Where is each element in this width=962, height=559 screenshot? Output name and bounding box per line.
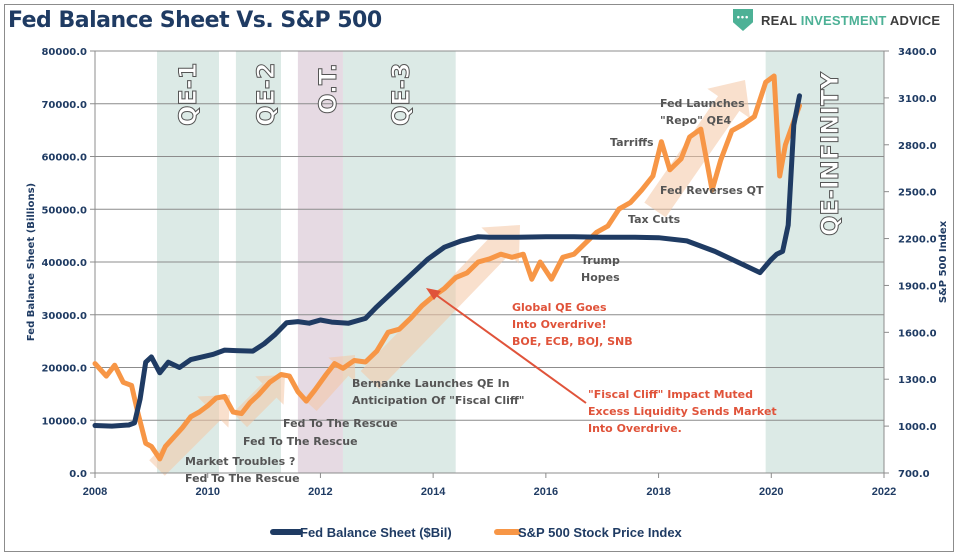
legend-label-fed: Fed Balance Sheet ($Bil) [300,525,452,540]
y2-tick-label: 1900.0 [898,281,937,292]
brand-logo: ••• REAL INVESTMENT ADVICE [733,9,940,31]
region-label-qe2: QE-2 [252,63,280,126]
trend-arrow-qe2 [232,375,285,428]
chart-frame [4,4,954,552]
pointer-arrow-line [431,291,587,404]
y-tick-label: 0.0 [69,469,87,480]
annotation-10: Fed Launches "Repo" QE4 [660,97,745,127]
legend-label-spx: S&P 500 Stock Price Index [518,525,683,540]
legend: Fed Balance Sheet ($Bil) S&P 500 Stock P… [270,525,683,540]
brand-name-part2: ADVICE [886,12,941,28]
y-axis-title: Fed Balance Sheet (Billions) [26,183,37,341]
y-tick-label: 20000.0 [41,364,87,375]
region-label-qe-infinity: QE-INFINITY [816,72,844,236]
y-tick-label: 60000.0 [41,153,87,164]
annotation-line: Tax Cuts [628,213,681,226]
annotation-3: Bernanke Launches QE In Anticipation Of "… [352,377,525,407]
y2-tick-label: 1600.0 [898,328,937,339]
x-tick-label: 2014 [421,486,446,498]
region-label-ot: O.T. [314,63,342,114]
series-line-fed [92,93,802,429]
annotation-line: Market Troubles ? [185,455,295,468]
page-title: Fed Balance Sheet Vs. S&P 500 [8,8,382,33]
annotation-line: Excess Liquidity Sends Market [588,405,777,418]
annotation-line: Tarriffs [610,136,654,149]
annotation-line: "Fiscal Cliff" Impact Muted [588,388,753,401]
annotation-9: Fed Reverses QT [660,184,764,197]
y-tick-label: 40000.0 [41,258,87,269]
y2-tick-label: 2200.0 [898,235,937,246]
y-tick-label: 10000.0 [41,416,87,427]
annotation-6: Trump Hopes [581,254,620,284]
annotation-line: BOE, ECB, BOJ, SNB [512,335,633,348]
x-tick-label: 2010 [195,486,219,498]
y2-tick-label: 2800.0 [898,141,937,152]
y-tick-label: 70000.0 [41,100,87,111]
y2-axis-title: S&P 500 Index [938,220,949,303]
annotation-2: Fed To The Rescue [283,417,398,430]
annotation-line: Trump [581,254,620,267]
x-tick-label: 2008 [83,486,107,498]
region-label-qe3: QE-3 [387,63,415,126]
pointer-arrow-head [426,288,441,300]
y2-tick-label: 3400.0 [898,47,937,58]
shield-dots-icon: ••• [733,9,753,31]
annotation-5: "Fiscal Cliff" Impact Muted Excess Liquid… [588,388,777,435]
x-tick-label: 2016 [534,486,558,498]
annotation-4: Global QE Goes Into Overdrive! BOE, ECB, B… [512,301,633,348]
annotation-line: Global QE Goes [512,301,607,314]
annotation-line: Into Overdrive! [512,318,607,331]
trend-arrow-qe3 [360,225,520,390]
y2-tick-label: 2500.0 [898,188,937,199]
annotation-line: Fed To The Rescue [185,472,300,485]
annotation-line: Into Overdrive. [588,422,682,435]
annotation-8: Tarriffs [610,136,654,149]
x-tick-label: 2018 [646,486,670,498]
series-lines [92,73,802,462]
annotation-line: Bernanke Launches QE In [352,377,510,390]
y-tick-label: 80000.0 [41,47,87,58]
region-labels: QE-1 QE-2 O.T. QE-3 QE-INFINITY [174,62,845,236]
y2-tick-label: 3100.0 [898,94,937,105]
annotation-line: Fed Reverses QT [660,184,764,197]
x-tick-label: 2020 [759,486,783,498]
brand-name-part1: REAL [761,12,801,28]
annotation-line: "Repo" QE4 [660,114,732,127]
trend-arrow-qe1 [149,395,230,476]
series-line-spx [92,73,802,462]
annotation-line: Hopes [581,271,620,284]
annotation-line: Fed To The Rescue [243,435,358,448]
y-tick-label: 30000.0 [41,311,87,322]
annotation-line: Fed Launches [660,97,745,110]
trend-arrow-late-cycle [644,80,751,218]
annotation-line: Anticipation Of "Fiscal Cliff" [352,394,525,407]
annotation-7: Tax Cuts [628,213,681,226]
y2-tick-label: 700.0 [898,469,930,480]
annotation-0: Market Troubles ? Fed To The Rescue [185,455,300,485]
axes: 0.0 10000.0 20000.0 30000.0 40000.0 50000.0 60… [41,47,936,498]
trend-arrows [149,80,751,476]
brand-name: REAL INVESTMENT ADVICE [761,13,940,28]
region-label-qe1: QE-1 [174,63,202,126]
y-tick-label: 50000.0 [41,205,87,216]
x-tick-label: 2022 [872,486,896,498]
annotations: Market Troubles ? Fed To The Rescue Fed To… [185,97,777,485]
annotation-line: Fed To The Rescue [283,417,398,430]
brand-name-accent: INVESTMENT [800,12,887,28]
x-tick-label: 2012 [308,486,332,498]
y2-tick-label: 1000.0 [898,422,937,433]
y2-tick-label: 1300.0 [898,375,937,386]
annotation-1: Fed To The Rescue [243,435,358,448]
